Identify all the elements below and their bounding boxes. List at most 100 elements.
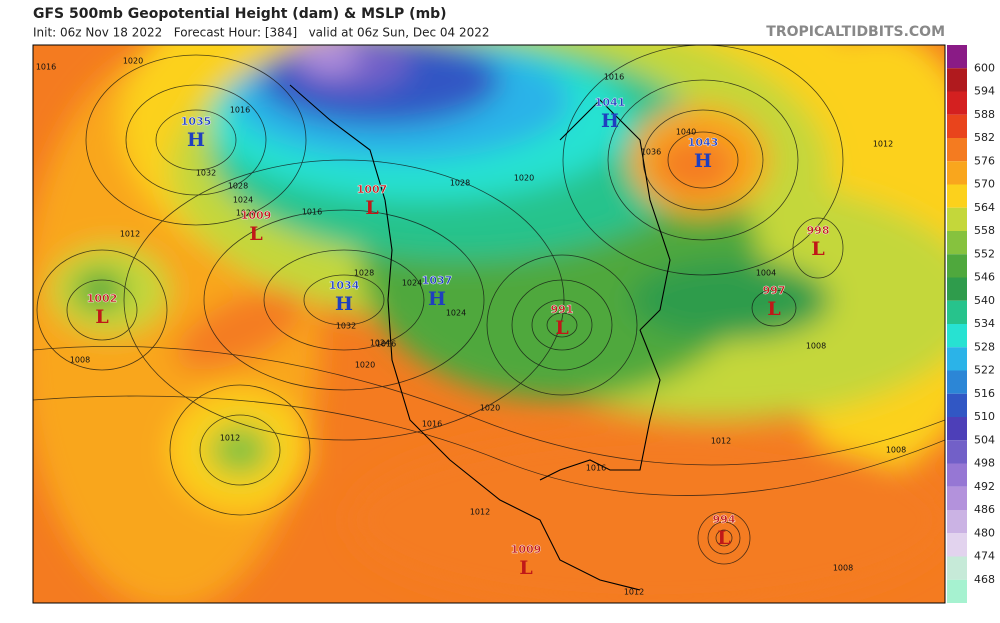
colorbar-label: 480: [974, 526, 995, 539]
colorbar-cell: [947, 184, 967, 208]
center-value: 991: [551, 303, 574, 316]
colorbar-label: 552: [974, 247, 995, 260]
isobar-label: 1040: [676, 128, 696, 137]
colorbar-label: 474: [974, 550, 995, 563]
isobar-label: 1012: [470, 508, 490, 517]
center-letter: H: [335, 293, 353, 315]
isobar-label: 1012: [711, 437, 731, 446]
colorbar-label: 522: [974, 364, 995, 377]
center-letter: L: [811, 238, 824, 260]
colorbar-label: 498: [974, 457, 995, 470]
colorbar-cell: [947, 370, 967, 394]
isobar-label: 1004: [756, 269, 776, 278]
height-field: [33, 45, 945, 603]
colorbar-cell: [947, 324, 967, 348]
colorbar-cell: [947, 114, 967, 138]
isobar-label: 1020: [514, 174, 534, 183]
center-value: 1009: [511, 543, 542, 556]
colorbar-cell: [947, 440, 967, 464]
colorbar-label: 570: [974, 178, 995, 191]
colorbar-label: 468: [974, 573, 995, 586]
isobar-label: 1012: [120, 230, 140, 239]
isobar-label: 1012: [624, 588, 644, 597]
center-value: 1037: [422, 274, 453, 287]
colorbar-cell: [947, 254, 967, 278]
center-value: 998: [807, 224, 830, 237]
isobar-label: 1012: [873, 140, 893, 149]
isobar-label: 1016: [586, 464, 606, 473]
subtitle: Init: 06z Nov 18 2022 Forecast Hour: [38…: [33, 26, 490, 40]
isobar-label: 1016: [422, 420, 442, 429]
colorbar-label: 588: [974, 108, 995, 121]
isobar-label: 1008: [886, 446, 906, 455]
pressure-centers: 1035H1009L1007L1002L1034H1037H1043H1041H…: [86, 96, 830, 579]
colorbar-label: 564: [974, 201, 995, 214]
colorbar-label: 594: [974, 85, 995, 98]
isobar-label: 1016: [36, 63, 56, 72]
isobar-label: 1016: [604, 73, 624, 82]
center-letter: L: [519, 557, 532, 579]
center-value: 997: [763, 284, 786, 297]
colorbar-cell: [947, 68, 967, 92]
center-letter: L: [555, 317, 568, 339]
isobar-labels: 1016 1020 1016 1032 1028 1024 1020 1016 1012 1008…: [36, 57, 906, 597]
isobar-label: 1008: [806, 342, 826, 351]
isobar-label: 1032: [196, 169, 216, 178]
colorbar-cell: [947, 161, 967, 185]
center-letter: H: [187, 129, 205, 151]
map-frame: [32, 44, 946, 604]
colorbar-cell: [947, 393, 967, 417]
center-value: 1041: [595, 96, 626, 109]
isobar-label: 1032: [336, 322, 356, 331]
colorbar-cell: [947, 463, 967, 487]
colorbar-label: 486: [974, 503, 995, 516]
isobar-label: 1020: [355, 361, 375, 370]
colorbar-label: 528: [974, 340, 995, 353]
isobar-label: 1008: [833, 564, 853, 573]
colorbar-label: 540: [974, 294, 995, 307]
colorbar-cell: [947, 277, 967, 301]
isobar-label: 1024: [370, 339, 390, 348]
center-letter: L: [717, 527, 730, 549]
isobar-label: 1024: [446, 309, 466, 318]
title: GFS 500mb Geopotential Height (dam) & MS…: [33, 6, 447, 22]
isobar-label: 1024: [233, 196, 253, 205]
center-value: 1043: [688, 136, 719, 149]
isobar-label: 1028: [450, 179, 470, 188]
isobar-label: 1020: [236, 209, 256, 218]
colorbar-cell: [947, 300, 967, 324]
center-letter: L: [365, 197, 378, 219]
isobar-label: 1020: [123, 57, 143, 66]
center-letter: L: [767, 298, 780, 320]
colorbar-cell: [947, 347, 967, 371]
isobar-label: 1028: [354, 269, 374, 278]
colorbar-cell: [947, 510, 967, 534]
colorbar-cell: [947, 579, 967, 603]
isobar-label: 1024: [402, 279, 422, 288]
colorbar-label: 504: [974, 433, 995, 446]
colorbar-label: 510: [974, 410, 995, 423]
colorbar-label: 576: [974, 154, 995, 167]
colorbar-cell: [947, 231, 967, 255]
center-value: 1002: [87, 292, 118, 305]
center-value: 1034: [329, 279, 360, 292]
center-letter: L: [249, 223, 262, 245]
colorbar-label: 600: [974, 61, 995, 74]
isobar-label: 1016: [376, 340, 396, 349]
colorbar-label: 516: [974, 387, 995, 400]
colorbar-cell: [947, 91, 967, 115]
center-letter: H: [428, 288, 446, 310]
center-value: 1007: [357, 183, 388, 196]
center-letter: H: [694, 150, 712, 172]
colorbar-cell: [947, 556, 967, 580]
isobar-label: 1012: [220, 434, 240, 443]
center-value: 994: [713, 513, 736, 526]
colorbar-cell: [947, 207, 967, 231]
colorbar-label: 534: [974, 317, 995, 330]
colorbar-label: 546: [974, 271, 995, 284]
colorbar-cell: [947, 486, 967, 510]
isobar-label: 1008: [70, 356, 90, 365]
isobar-label: 1016: [302, 208, 322, 217]
